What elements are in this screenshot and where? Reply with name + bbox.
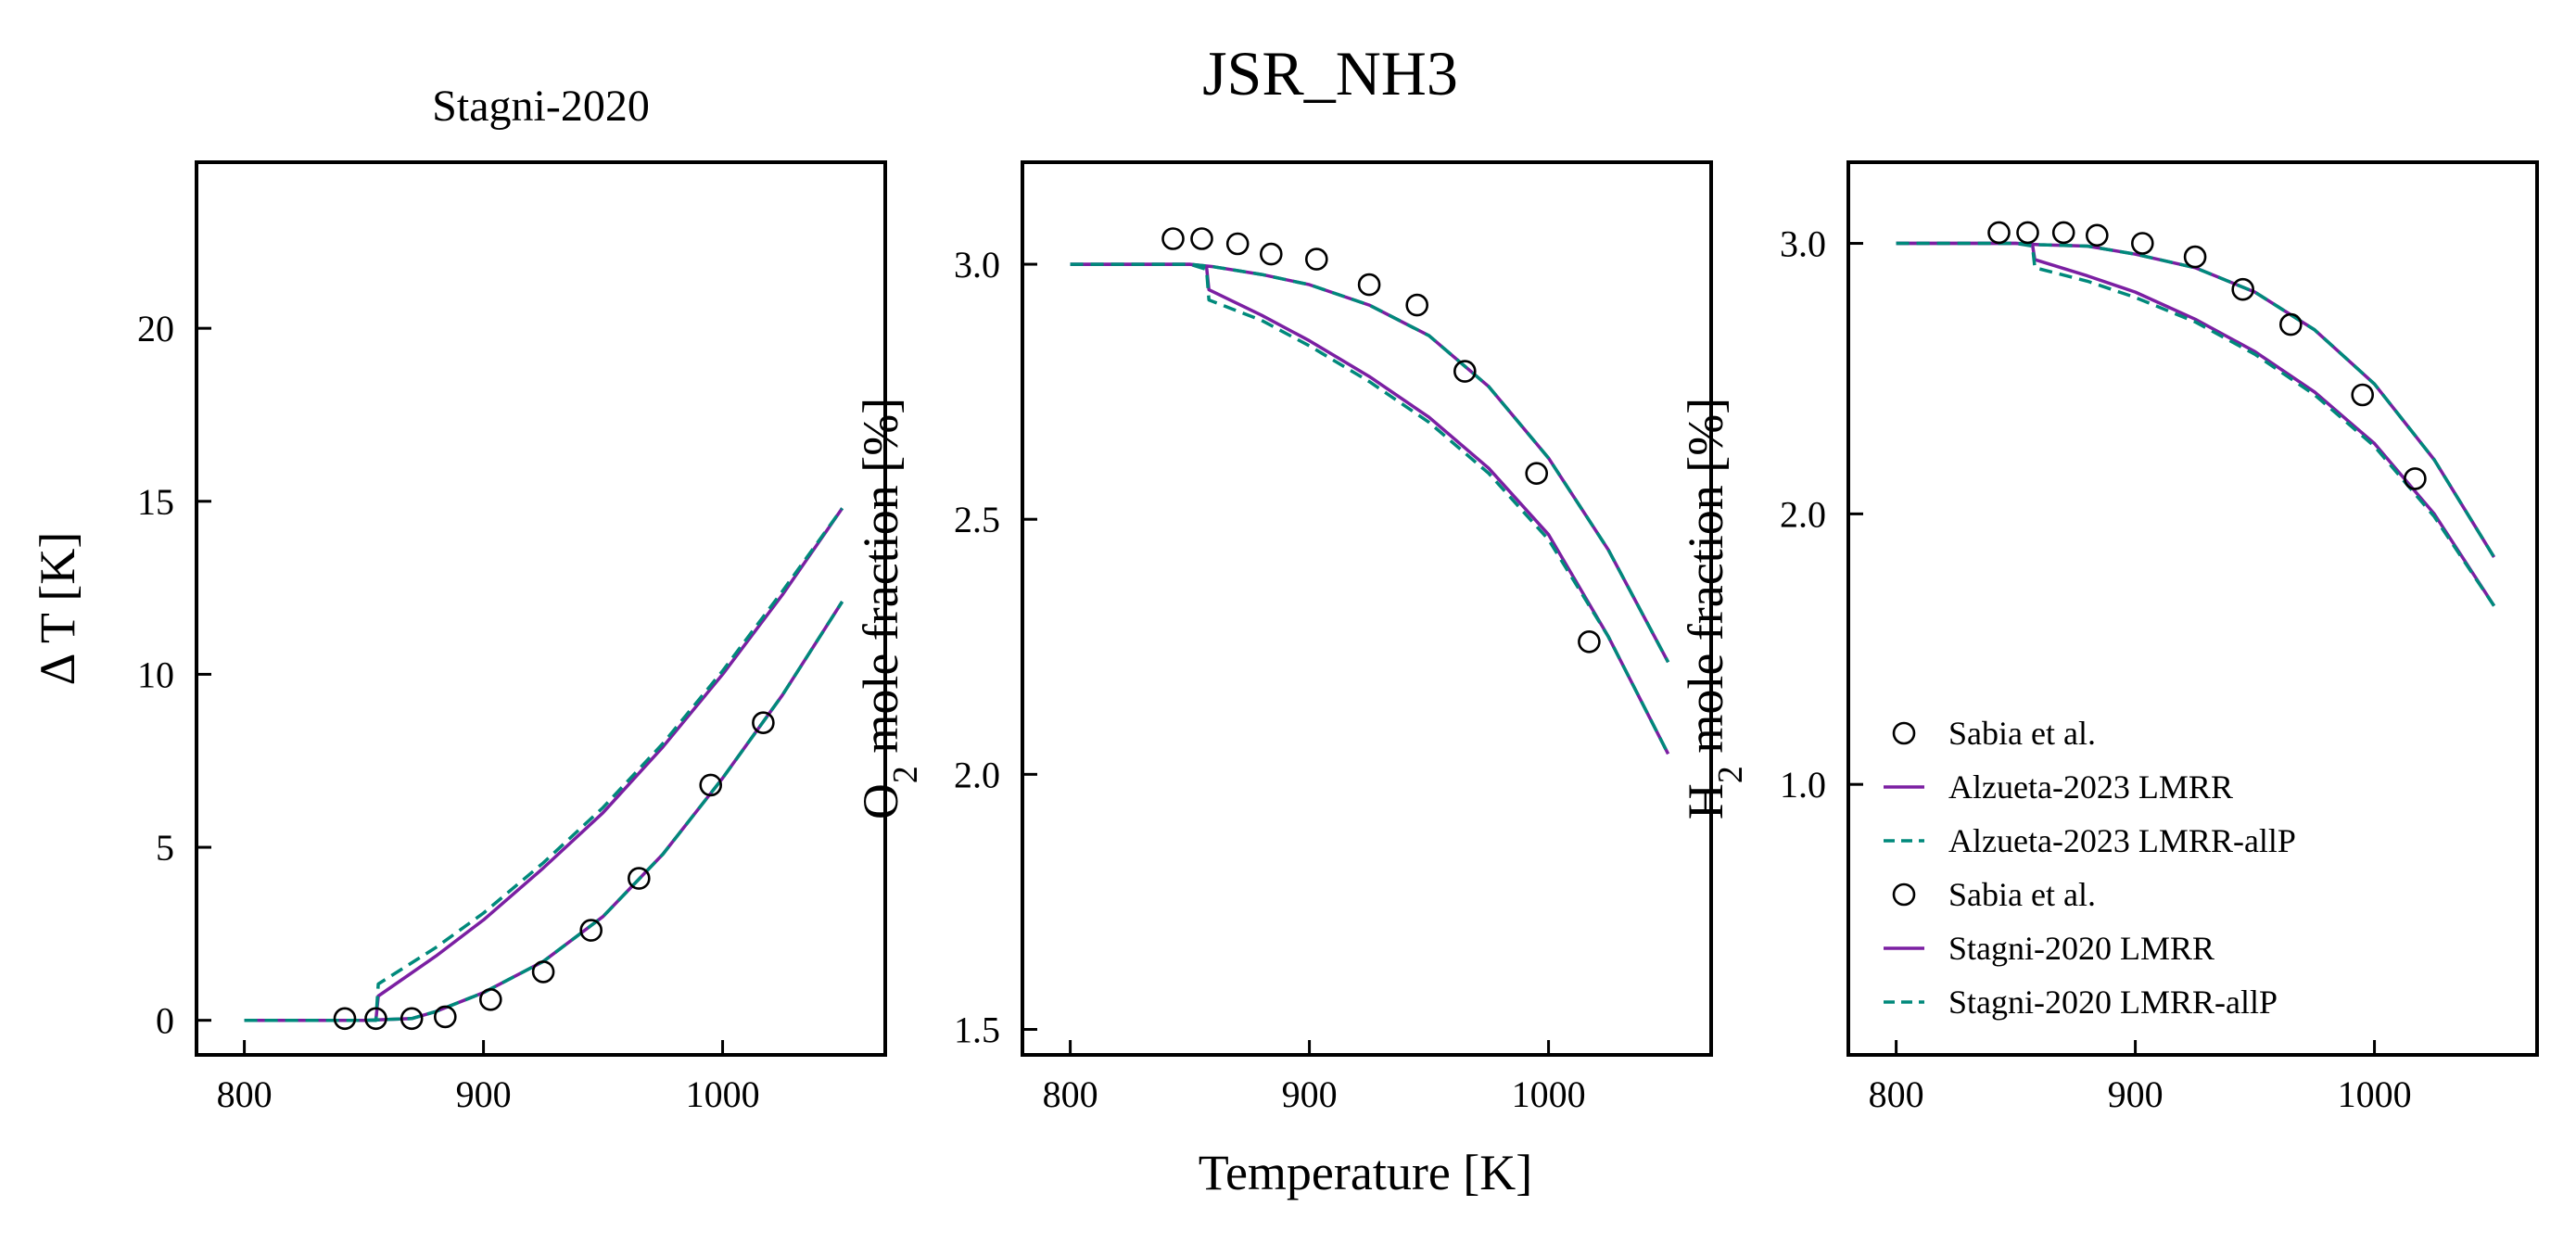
panel-3-data-point xyxy=(2086,223,2109,248)
panel-2-xtick-label: 900 xyxy=(1282,1073,1338,1115)
panel-1-data-point xyxy=(752,711,775,735)
legend-label: Alzueta-2023 LMRR-allP xyxy=(1948,822,2296,859)
panel-2-data-point xyxy=(1161,227,1185,250)
panel-1-data-point xyxy=(699,773,723,797)
panel-2-ylabel: O2 mole fraction [%] xyxy=(853,398,925,819)
panel-3-xtick-label: 1000 xyxy=(2338,1073,2412,1115)
panel-3-data-point xyxy=(2351,383,2374,407)
panel-1-data-point xyxy=(478,988,502,1011)
panel-3-ytick-label: 1.0 xyxy=(1780,764,1826,806)
panel-2-ytick-label: 1.5 xyxy=(954,1009,1000,1050)
legend-label: Alzueta-2023 LMRR xyxy=(1948,768,2233,806)
panel-1-data-point xyxy=(579,919,603,942)
panel-2-ytick-label: 2.0 xyxy=(954,754,1000,795)
panel-1-ytick-label: 15 xyxy=(137,481,174,523)
panel-3: 800 900 1000 1.0 2.0 3.0 H2 mole fraction [%] xyxy=(1678,160,2539,1115)
panel-1-data-point xyxy=(333,1007,357,1031)
panel-3-data-point xyxy=(2051,221,2075,245)
panel-2-series-stagni-2020-lmrr xyxy=(1070,262,1670,664)
panel-1: 800 900 1000 0 5 10 15 20 Stagni-2020 Δ T [K] xyxy=(30,82,887,1115)
x-axis-label: Temperature [K] xyxy=(1199,1145,1533,1200)
panel-3-data-point xyxy=(2131,232,2154,255)
panel-1-data-point xyxy=(364,1007,387,1031)
panel-1-xtick-label: 800 xyxy=(217,1073,273,1115)
legend: Sabia et al. Alzueta-2023 LMRR Alzueta-202… xyxy=(1884,715,2296,1021)
legend-label: Stagni-2020 LMRR-allP xyxy=(1948,984,2278,1021)
panel-3-data-point xyxy=(1987,221,2011,245)
panel-2-xtick-label: 800 xyxy=(1043,1073,1098,1115)
legend-marker xyxy=(1892,882,1916,907)
panel-1-ytick-label: 20 xyxy=(137,308,174,349)
panel-3-ytick-label: 3.0 xyxy=(1780,223,1826,265)
legend-entry: Alzueta-2023 LMRR xyxy=(1884,768,2233,806)
panel-3-data-point xyxy=(2016,221,2039,245)
panel-3-series-stagni-2020-lmrr-allp xyxy=(1896,241,2496,559)
panel-1-data-point xyxy=(400,1007,424,1031)
legend-entry: Stagni-2020 LMRR-allP xyxy=(1884,984,2278,1021)
panel-3-xtick-label: 800 xyxy=(1869,1073,1924,1115)
legend-marker xyxy=(1892,721,1916,745)
panel-3-ylabel: H2 mole fraction [%] xyxy=(1678,398,1750,819)
panel-2-data-point xyxy=(1357,273,1381,297)
panel-2-data-point xyxy=(1305,248,1328,271)
panel-2-frame xyxy=(1021,160,1713,1057)
panel-1-ytick-label: 5 xyxy=(156,827,174,869)
figure-title: JSR_NH3 xyxy=(1202,38,1458,108)
panel-2-data-point xyxy=(1190,227,1213,250)
legend-entry: Sabia et al. xyxy=(1892,715,2096,752)
panel-1-data-point xyxy=(627,867,651,890)
panel-3-data-point xyxy=(2231,277,2254,301)
panel-3-series-alzueta-2023-lmrr-allp xyxy=(1896,241,2496,607)
legend-entry: Sabia et al. xyxy=(1892,876,2096,913)
panel-3-frame xyxy=(1846,160,2539,1057)
panel-3-series-stagni-2020-lmrr xyxy=(1896,241,2496,559)
panel-2-series-alzueta-2023-lmrr xyxy=(1070,262,1670,755)
panel-2-data-point xyxy=(1405,293,1428,317)
panel-1-series-stagni-2020-lmrr-allp xyxy=(244,601,844,1022)
panel-2-ytick-label: 2.5 xyxy=(954,499,1000,540)
panel-2-data-point xyxy=(1225,232,1250,256)
panel-2-series-alzueta-2023-lmrr-allp xyxy=(1070,262,1670,755)
panel-1-ylabel: Δ T [K] xyxy=(30,532,85,686)
panel-2: 800 900 1000 1.5 2.0 2.5 3.0 O2 mole fraction [… xyxy=(853,160,1713,1115)
panel-1-data-point xyxy=(531,960,555,984)
panel-3-data-point xyxy=(2404,467,2427,490)
panel-1-series-alzueta-2023-lmrr-allp xyxy=(244,507,844,1022)
panel-3-data-point xyxy=(2279,312,2303,336)
panel-1-data-point xyxy=(433,1005,457,1029)
panel-3-ytick-label: 2.0 xyxy=(1780,493,1826,535)
panel-2-data-point xyxy=(1525,462,1548,486)
panel-3-series-alzueta-2023-lmrr xyxy=(1896,241,2496,607)
panel-1-frame xyxy=(195,160,887,1057)
panel-2-xtick-label: 1000 xyxy=(1512,1073,1586,1115)
panel-2-data-point xyxy=(1453,360,1477,383)
panel-1-xtick-label: 1000 xyxy=(686,1073,760,1115)
panel-1-xtick-label: 900 xyxy=(456,1073,512,1115)
panel-3-xtick-label: 900 xyxy=(2108,1073,2164,1115)
panel-1-series-alzueta-2023-lmrr xyxy=(244,507,844,1022)
legend-entry: Stagni-2020 LMRR xyxy=(1884,930,2214,967)
panel-2-ytick-label: 3.0 xyxy=(954,244,1000,286)
panel-1-ytick-label: 0 xyxy=(156,1000,174,1042)
panel-2-data-point xyxy=(1260,242,1283,266)
panel-1-series-stagni-2020-lmrr xyxy=(244,601,844,1022)
legend-entry: Alzueta-2023 LMRR-allP xyxy=(1884,822,2296,859)
legend-label: Stagni-2020 LMRR xyxy=(1948,930,2214,967)
panel-1-ytick-label: 10 xyxy=(137,654,174,695)
legend-label: Sabia et al. xyxy=(1948,715,2096,752)
panels: 800 900 1000 0 5 10 15 20 Stagni-2020 Δ T [K] 800 9… xyxy=(30,82,2539,1115)
panel-1-title: Stagni-2020 xyxy=(432,82,650,131)
panel-2-series-stagni-2020-lmrr-allp xyxy=(1070,262,1670,664)
legend-label: Sabia et al. xyxy=(1948,876,2096,913)
panel-3-data-point xyxy=(2183,245,2207,269)
panel-2-data-point xyxy=(1578,629,1601,654)
